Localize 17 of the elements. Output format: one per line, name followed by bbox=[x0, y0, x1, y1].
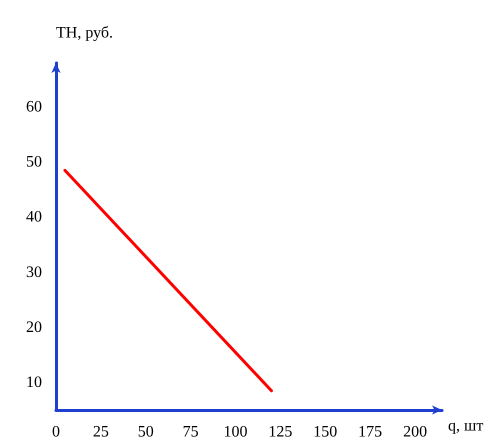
y-tick-label: 10 bbox=[26, 374, 42, 391]
x-tick-label: 100 bbox=[224, 424, 248, 440]
y-tick-label: 30 bbox=[26, 264, 42, 281]
x-tick-label: 175 bbox=[358, 424, 382, 440]
x-tick-label: 150 bbox=[313, 424, 338, 440]
x-tick-label: 200 bbox=[403, 424, 428, 440]
x-tick-label: 25 bbox=[92, 424, 109, 440]
x-tick-label: 0 bbox=[52, 424, 60, 440]
y-tick-label: 40 bbox=[26, 208, 42, 226]
y-tick-label: 50 bbox=[26, 154, 42, 171]
x-tick-label: 125 bbox=[268, 424, 292, 440]
y-axis-title: TH, руб. bbox=[56, 24, 114, 42]
x-axis-title: q, шт bbox=[448, 418, 484, 434]
y-tick-label: 60 bbox=[26, 98, 42, 116]
x-tick-label: 75 bbox=[182, 424, 199, 440]
y-tick-label: 20 bbox=[26, 318, 42, 336]
x-tick-label: 50 bbox=[138, 424, 154, 440]
